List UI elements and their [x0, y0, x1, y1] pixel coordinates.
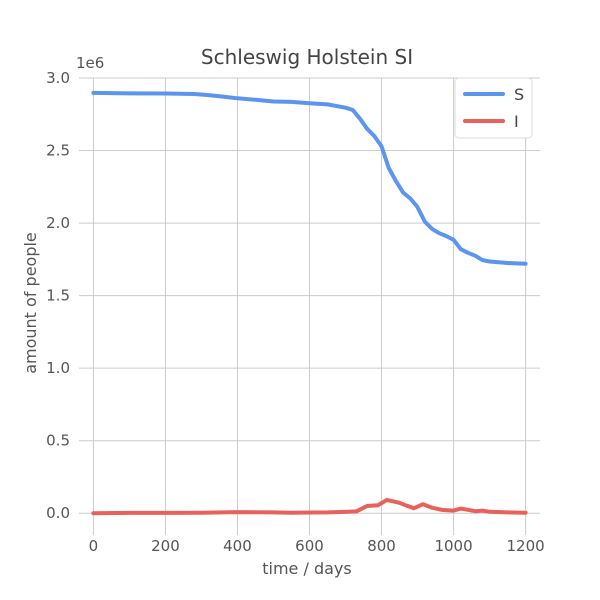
x-tick-label: 800	[367, 537, 396, 555]
y-tick-label: 1.5	[46, 287, 70, 305]
series-lines	[91, 90, 528, 516]
x-tick-label: 600	[295, 537, 324, 555]
y-tick-label: 1.0	[46, 359, 70, 377]
tick-labels: 0 200 400 600 800 1000 1200 0.0 0.5 1.0 1.5 2.0 2.5 3…	[46, 69, 545, 555]
y-axis-label: amount of people	[21, 232, 40, 374]
y-tick-label: 2.0	[46, 214, 70, 232]
x-tick-label: 1200	[507, 537, 545, 555]
y-tick-label: 0.0	[46, 504, 70, 522]
grid	[79, 77, 540, 535]
y-scale-label: 1e6	[76, 54, 104, 72]
y-tick-label: 2.5	[46, 142, 70, 160]
x-tick-label: 1000	[434, 537, 472, 555]
x-axis-label: time / days	[262, 559, 351, 578]
legend: S I	[454, 77, 533, 139]
x-tick-label: 200	[151, 537, 180, 555]
chart-title: Schleswig Holstein SI	[201, 45, 413, 69]
y-tick-label: 3.0	[46, 69, 70, 87]
x-tick-label: 0	[89, 537, 99, 555]
series-line-s	[91, 90, 528, 266]
x-tick-label: 400	[223, 537, 252, 555]
series-line-i	[91, 497, 528, 516]
y-tick-label: 0.5	[46, 432, 70, 450]
legend-label-i: I	[514, 112, 519, 131]
legend-label-s: S	[514, 85, 524, 104]
